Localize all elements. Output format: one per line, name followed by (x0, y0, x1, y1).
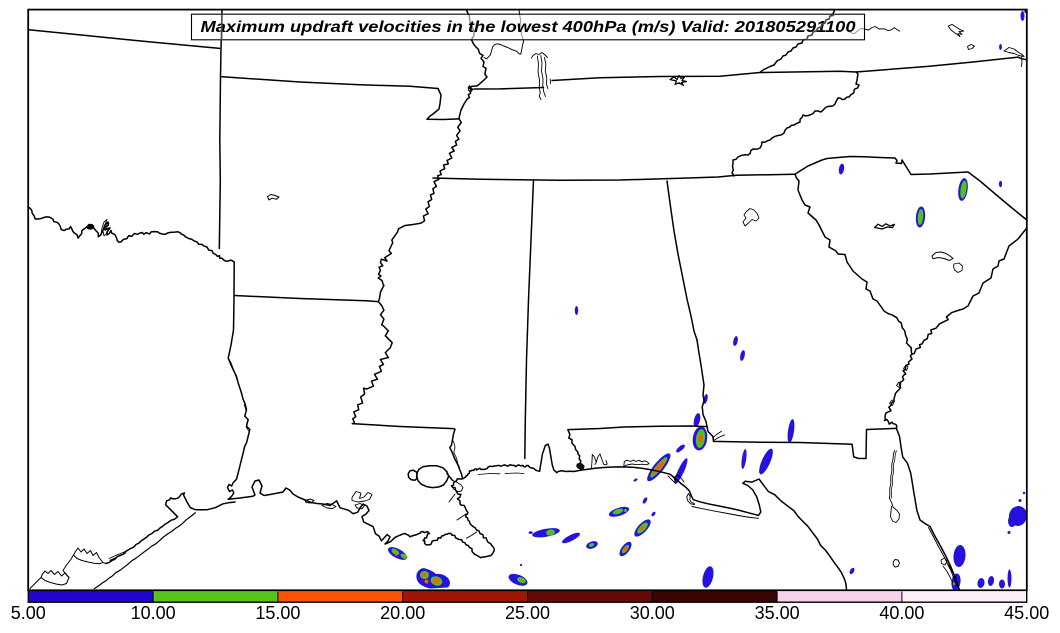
svg-text:5.00: 5.00 (11, 603, 46, 623)
svg-text:40.00: 40.00 (879, 603, 924, 623)
svg-text:20.00: 20.00 (380, 603, 425, 623)
svg-text:15.00: 15.00 (255, 603, 300, 623)
svg-text:30.00: 30.00 (630, 603, 675, 623)
svg-text:35.00: 35.00 (755, 603, 800, 623)
svg-text:Maximum updraft velocities in: Maximum updraft velocities in the lowest… (201, 19, 856, 36)
svg-text:45.00: 45.00 (1004, 603, 1049, 623)
svg-text:25.00: 25.00 (505, 603, 550, 623)
svg-text:10.00: 10.00 (131, 603, 176, 623)
